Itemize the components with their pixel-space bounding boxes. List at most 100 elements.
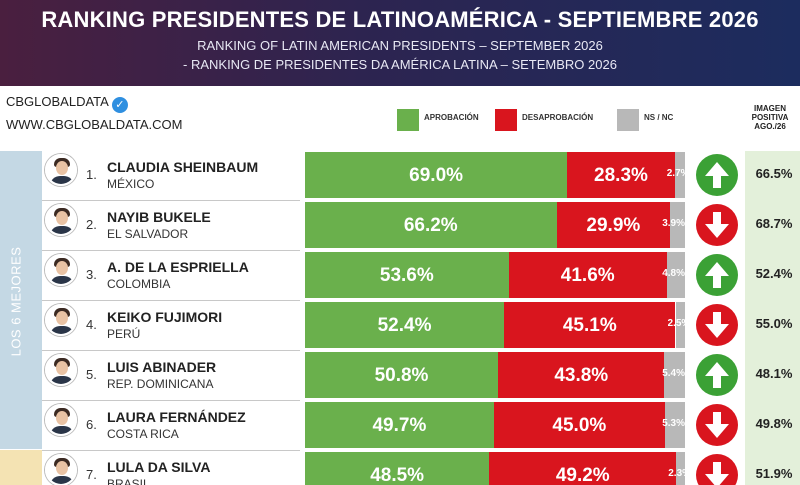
president-name: KEIKO FUJIMORI	[107, 309, 223, 325]
bar-segment-nsnc	[664, 352, 685, 398]
approval-value-label: 49.7%	[372, 415, 427, 436]
arrow-down-icon	[696, 454, 738, 485]
trend-cell	[686, 152, 745, 198]
image-column	[745, 151, 800, 485]
president-country: PERÚ	[107, 327, 141, 341]
row-divider	[42, 300, 300, 301]
legend-swatch-disapproval	[495, 109, 517, 131]
bar-segment-approval	[305, 152, 568, 198]
bar-segment-approval	[305, 202, 557, 248]
bar-segment-nsnc	[664, 402, 685, 448]
approval-value-label: 66.2%	[403, 215, 458, 236]
positive-image-value: 49.8%	[755, 416, 793, 431]
stacked-bar: 50.8% 43.8% 5.4%	[305, 352, 685, 398]
disapproval-value-label: 41.6%	[560, 265, 615, 286]
rank-number: 4.	[86, 317, 97, 332]
row-divider	[42, 450, 300, 451]
disapproval-value-label: 43.8%	[554, 365, 609, 386]
arrow-down-icon	[696, 204, 738, 246]
approval-value-label: 52.4%	[377, 315, 432, 336]
bar-segment-nsnc	[674, 152, 685, 198]
president-avatar	[45, 254, 77, 286]
trend-cell	[686, 202, 745, 248]
page-title: RANKING PRESIDENTES DE LATINOAMÉRICA - S…	[41, 7, 759, 32]
bar-segment-nsnc	[666, 252, 685, 298]
legend-swatch-nsnc	[617, 109, 639, 131]
disapproval-value-label: 45.0%	[552, 415, 607, 436]
president-name: A. DE LA ESPRIELLA	[107, 259, 249, 275]
president-name: CLAUDIA SHEINBAUM	[107, 159, 259, 175]
image-header-line2: POSITIVA	[751, 113, 789, 122]
bar-segment-disapproval	[493, 402, 665, 448]
image-header-line1: IMAGEN	[754, 104, 786, 113]
stacked-bar: 48.5% 49.2% 2.3%	[305, 452, 685, 485]
bar-segment-disapproval	[504, 302, 676, 348]
nsnc-value-label: 5.3%	[662, 418, 685, 429]
president-avatar	[45, 404, 77, 436]
president-name: LULA DA SILVA	[107, 459, 211, 475]
arrow-down-icon	[696, 404, 738, 446]
stacked-bar: 53.6% 41.6% 4.8%	[305, 252, 685, 298]
ranking-row: 7. LULA DA SILVA BRASIL 48.5% 49.2% 2.3% 51.9%	[0, 451, 800, 485]
image-column-header: IMAGEN POSITIVA AGO./26	[744, 104, 796, 131]
trend-cell	[686, 352, 745, 398]
arrow-up-icon	[696, 254, 738, 296]
row-divider	[42, 400, 300, 401]
disapproval-value-label: 45.1%	[562, 315, 617, 336]
president-country: EL SALVADOR	[107, 227, 189, 241]
ranking-row: 2. NAYIB BUKELE EL SALVADOR 66.2% 29.9% 3.9% 6…	[0, 201, 800, 251]
row-divider	[42, 250, 300, 251]
president-name: LAURA FERNÁNDEZ	[107, 409, 246, 425]
president-country: COSTA RICA	[107, 427, 179, 441]
trend-cell	[686, 402, 745, 448]
bar-segment-approval	[305, 302, 505, 348]
trend-cell	[686, 252, 745, 298]
positive-image-value: 52.4%	[755, 266, 793, 281]
bar-segment-approval	[305, 402, 494, 448]
disapproval-value-label: 28.3%	[594, 165, 648, 186]
image-header-line3: AGO./26	[754, 122, 786, 131]
row-divider	[42, 350, 300, 351]
president-avatar	[45, 454, 77, 485]
president-name: LUIS ABINADER	[107, 359, 217, 375]
positive-image-value: 68.7%	[755, 216, 793, 231]
legend-label-approval: APROBACIÓN	[424, 113, 479, 122]
brand-label: CBGLOBALDATA	[6, 94, 109, 109]
page-subtitle-portuguese: - RANKING DE PRESIDENTES DA AMÉRICA LATI…	[183, 57, 617, 72]
positive-image-value: 48.1%	[755, 366, 793, 381]
approval-value-label: 50.8%	[374, 365, 429, 386]
rank-number: 7.	[86, 467, 97, 482]
approval-value-label: 48.5%	[370, 465, 425, 485]
names-column	[42, 151, 300, 485]
president-country: MÉXICO	[107, 177, 155, 191]
rank-number: 2.	[86, 217, 97, 232]
president-name: NAYIB BUKELE	[107, 209, 211, 225]
nsnc-value-label: 5.4%	[662, 368, 685, 379]
approval-value-label: 53.6%	[379, 265, 434, 286]
positive-image-value: 66.5%	[755, 166, 793, 181]
president-country: COLOMBIA	[107, 277, 171, 291]
bar-segment-disapproval	[556, 202, 671, 248]
stacked-bar: 69.0% 28.3% 2.7%	[305, 152, 685, 198]
ranking-row: 6. LAURA FERNÁNDEZ COSTA RICA 49.7% 45.0% 5.3…	[0, 401, 800, 451]
rank-number: 5.	[86, 367, 97, 382]
bar-segment-nsnc	[675, 302, 685, 348]
legend-label-disapproval: DESAPROBACIÓN	[522, 113, 594, 122]
arrow-down-icon	[696, 304, 738, 346]
ranking-row: 3. A. DE LA ESPRIELLA COLOMBIA 53.6% 41.6% 4.…	[0, 251, 800, 301]
arrow-up-icon	[696, 354, 738, 396]
legend-swatch-approval	[397, 109, 419, 131]
stacked-bar: 66.2% 29.9% 3.9%	[305, 202, 685, 248]
brand-website[interactable]: WWW.CBGLOBALDATA.COM	[6, 117, 183, 132]
bar-segment-nsnc	[670, 202, 685, 248]
rank-number: 3.	[86, 267, 97, 282]
stacked-bar: 52.4% 45.1% 2.5%	[305, 302, 685, 348]
bar-segment-nsnc	[676, 452, 685, 485]
arrow-up-icon	[696, 154, 738, 196]
president-avatar	[45, 304, 77, 336]
disapproval-value-label: 29.9%	[586, 215, 641, 236]
positive-image-value: 51.9%	[755, 466, 793, 481]
ranking-row: 1.CLAUDIA SHEINBAUMMÉXICO69.0%28.3%2.7%6…	[0, 151, 800, 201]
president-country: REP. DOMINICANA	[107, 377, 214, 391]
bar-segment-approval	[305, 252, 509, 298]
